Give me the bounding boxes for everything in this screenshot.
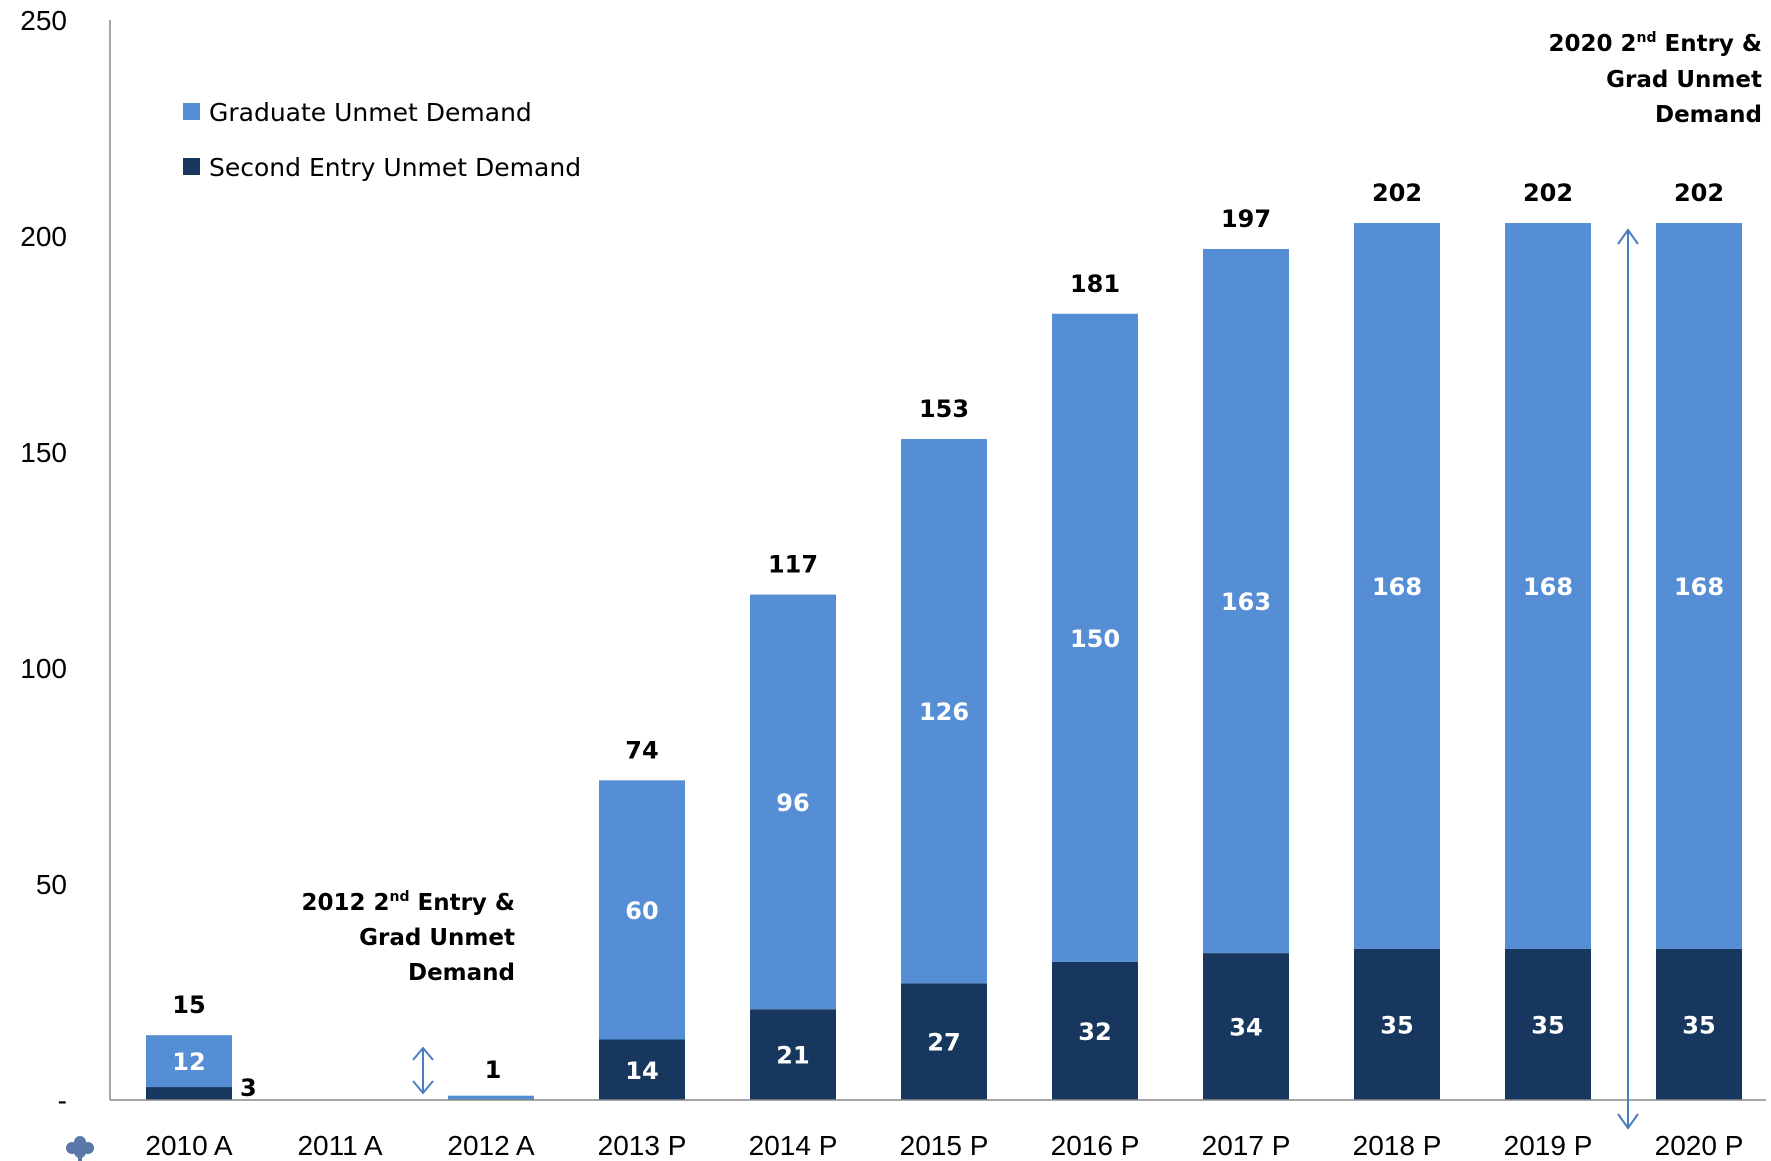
bar-graduate [599, 780, 685, 1040]
annotation-2020-arrow [1617, 228, 1639, 1130]
data-label-total: 153 [919, 395, 969, 423]
legend: Graduate Unmet Demand Second Entry Unmet… [183, 98, 581, 182]
legend-swatch-second-entry [183, 158, 200, 175]
bar-graduate [1505, 223, 1591, 949]
data-label-second-entry: 34 [1229, 1014, 1262, 1042]
y-tick-label: 150 [20, 437, 67, 468]
data-label-second-entry: 3 [240, 1074, 257, 1102]
bar-graduate [901, 439, 987, 984]
data-label-graduate: 168 [1523, 573, 1573, 601]
x-tick-label: 2013 P [598, 1130, 687, 1161]
data-label-total: 181 [1070, 270, 1120, 298]
data-label-graduate: 60 [625, 897, 658, 925]
x-tick-label: 2011 A [297, 1130, 382, 1161]
data-label-total: 74 [625, 736, 658, 764]
annotation-2012-line3: Demand [408, 960, 515, 986]
data-label-total: 117 [768, 551, 818, 579]
bar-graduate [1052, 313, 1138, 962]
y-tick-label: 250 [20, 5, 67, 36]
y-tick-label: 100 [20, 653, 67, 684]
annotation-2012: 2012 2nd Entry & Grad Unmet Demand [301, 889, 515, 1095]
data-label-graduate: 150 [1070, 625, 1120, 653]
data-label-second-entry: 32 [1078, 1018, 1111, 1046]
data-label-second-entry: 35 [1380, 1011, 1413, 1039]
legend-swatch-graduate [183, 103, 200, 120]
data-label-total: 202 [1674, 179, 1724, 207]
data-label-graduate: 168 [1674, 573, 1724, 601]
data-label-second-entry: 21 [776, 1042, 809, 1070]
data-labels: 12 3 15 1 14 60 74 21 96 117 27 126 153 32 150 181 34 163… [172, 179, 1724, 1102]
x-tick-label: 2014 P [749, 1130, 838, 1161]
bar-graduate [750, 594, 836, 1010]
annotation-2020: 2020 2nd Entry & Grad Unmet Demand [1548, 30, 1762, 1130]
bar-second-entry [750, 1009, 836, 1100]
x-axis: 2010 A 2011 A 2012 A 2013 P 2014 P 2015 P 2016… [110, 1099, 1766, 1161]
y-tick-label: - [58, 1085, 67, 1116]
y-tick-label: 50 [36, 869, 67, 900]
bar-second-entry [1656, 948, 1742, 1100]
x-tick-label: 2015 P [900, 1130, 989, 1161]
data-label-total: 202 [1523, 179, 1573, 207]
data-label-second-entry: 35 [1531, 1011, 1564, 1039]
bar-graduate [448, 1095, 534, 1100]
y-axis: - 50 100 150 200 250 [20, 5, 111, 1116]
data-label-total: 197 [1221, 205, 1271, 233]
x-tick-label: 2017 P [1202, 1130, 1291, 1161]
x-tick-label: 2016 P [1051, 1130, 1140, 1161]
x-tick-label: 2019 P [1504, 1130, 1593, 1161]
legend-label-graduate: Graduate Unmet Demand [209, 98, 532, 127]
bar-second-entry [146, 1087, 232, 1100]
annotation-2012-arrow [412, 1046, 434, 1095]
data-label-graduate: 163 [1221, 588, 1271, 616]
y-tick-label: 200 [20, 221, 67, 252]
data-label-second-entry: 27 [927, 1029, 960, 1057]
data-label-total: 1 [485, 1056, 502, 1084]
data-label-total: 202 [1372, 179, 1422, 207]
bar-graduate [1203, 248, 1289, 954]
bar-second-entry [1505, 948, 1591, 1100]
annotation-2012-line1: 2012 2nd Entry & [301, 889, 515, 916]
annotation-2020-line1: 2020 2nd Entry & [1548, 30, 1762, 57]
annotation-2020-line2: Grad Unmet [1606, 67, 1762, 93]
x-tick-label: 2020 P [1655, 1130, 1744, 1161]
tree-logo-icon [66, 1136, 94, 1161]
bar-graduate [1656, 223, 1742, 949]
bar-second-entry [901, 983, 987, 1100]
bar-second-entry [1052, 961, 1138, 1100]
x-tick-label: 2012 A [447, 1130, 535, 1161]
data-label-graduate: 12 [172, 1048, 205, 1076]
data-label-second-entry: 35 [1682, 1011, 1715, 1039]
bar-graduate [146, 1035, 232, 1088]
bars [146, 223, 1742, 1100]
data-label-graduate: 126 [919, 698, 969, 726]
bar-graduate [1354, 223, 1440, 949]
annotation-2020-line3: Demand [1655, 102, 1762, 128]
data-label-second-entry: 14 [625, 1057, 658, 1085]
bar-second-entry [1203, 953, 1289, 1100]
bar-second-entry [1354, 948, 1440, 1100]
legend-label-second-entry: Second Entry Unmet Demand [209, 153, 581, 182]
x-tick-label: 2018 P [1353, 1130, 1442, 1161]
data-label-graduate: 168 [1372, 573, 1422, 601]
x-tick-label: 2010 A [145, 1130, 233, 1161]
annotation-2012-line2: Grad Unmet [359, 925, 515, 951]
data-label-total: 15 [172, 991, 205, 1019]
data-label-graduate: 96 [776, 789, 809, 817]
bar-second-entry [599, 1039, 685, 1100]
